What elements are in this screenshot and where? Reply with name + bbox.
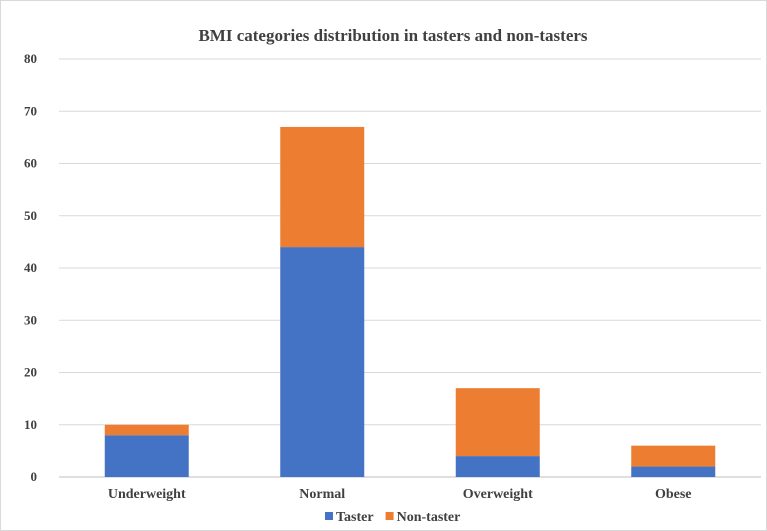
y-tick-label: 50 bbox=[24, 208, 37, 223]
y-tick-label: 10 bbox=[24, 417, 37, 432]
bars bbox=[104, 126, 716, 477]
y-axis-ticks: 0 10 20 30 40 50 60 70 80 bbox=[24, 51, 37, 484]
legend-label: Taster bbox=[336, 510, 374, 525]
y-tick-label: 30 bbox=[24, 312, 37, 327]
bar-non-taster-obese bbox=[631, 445, 716, 467]
bar-non-taster-underweight bbox=[104, 424, 189, 436]
bar-taster-overweight bbox=[455, 456, 540, 477]
y-tick-label: 60 bbox=[24, 156, 37, 171]
x-axis-categories: Underweight Normal Overweight Obese bbox=[108, 487, 692, 502]
legend: Taster Non-taster bbox=[325, 510, 460, 525]
bar-taster-normal bbox=[280, 247, 365, 477]
legend-swatch bbox=[325, 512, 333, 520]
bar-non-taster-overweight bbox=[455, 388, 540, 457]
x-category-label: Overweight bbox=[463, 487, 533, 502]
x-category-label: Obese bbox=[655, 487, 692, 502]
x-category-label: Normal bbox=[299, 487, 345, 502]
y-tick-label: 70 bbox=[24, 103, 37, 118]
y-tick-label: 0 bbox=[31, 469, 38, 484]
y-tick-label: 40 bbox=[24, 260, 37, 275]
bar-taster-obese bbox=[631, 466, 716, 477]
legend-swatch bbox=[385, 512, 394, 520]
y-tick-label: 20 bbox=[24, 365, 37, 380]
gridlines bbox=[59, 58, 761, 478]
legend-label: Non-taster bbox=[397, 510, 461, 525]
y-tick-label: 80 bbox=[24, 51, 37, 66]
bar-taster-underweight bbox=[104, 435, 189, 477]
bar-non-taster-normal bbox=[280, 126, 365, 248]
x-category-label: Underweight bbox=[108, 487, 186, 502]
chart-title: BMI categories distribution in tasters a… bbox=[198, 26, 587, 45]
